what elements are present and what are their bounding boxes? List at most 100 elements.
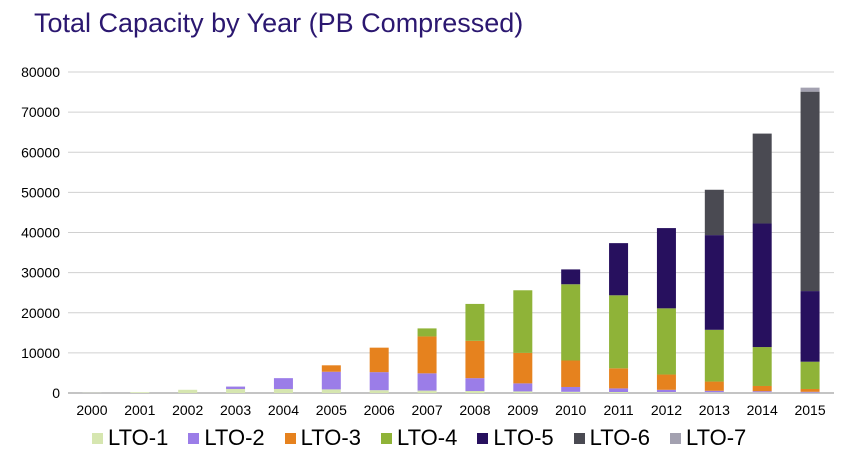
bar-segment xyxy=(369,372,389,391)
legend-label: LTO-7 xyxy=(685,425,747,450)
bar-segment xyxy=(417,390,437,393)
legend-swatch xyxy=(573,432,585,444)
bar-segment xyxy=(369,390,389,393)
bar-segment xyxy=(609,388,629,392)
x-tick-label: 2005 xyxy=(316,402,347,418)
bar-segment xyxy=(704,392,724,393)
y-tick-label: 70000 xyxy=(21,104,60,120)
bar-segment xyxy=(800,388,820,392)
bar-segment xyxy=(465,390,485,393)
bar-segment xyxy=(369,347,389,373)
bar-segment xyxy=(321,389,341,393)
bar-segment xyxy=(417,336,437,374)
legend-swatch xyxy=(188,432,200,444)
bar-segment xyxy=(704,189,724,236)
legend-label: LTO-4 xyxy=(396,425,458,450)
y-tick-label: 10000 xyxy=(21,345,60,361)
bar-segment xyxy=(656,374,676,390)
bar-segment xyxy=(800,291,820,362)
x-tick-label: 2001 xyxy=(124,402,155,418)
bar-segment xyxy=(609,391,629,393)
legend-swatch xyxy=(92,432,103,444)
bar-segment xyxy=(656,308,676,375)
bar-segment xyxy=(178,389,198,393)
x-tick-label: 2004 xyxy=(268,402,299,418)
x-tick-label: 2011 xyxy=(604,402,634,418)
y-tick-label: 40000 xyxy=(21,225,60,241)
x-tick-label: 2003 xyxy=(220,402,251,418)
bar-segment xyxy=(513,290,533,353)
x-tick-label: 2002 xyxy=(172,402,203,418)
stacked-bar-chart: 0 10000 20000 30000 40000 50000 60000 70000 8000… xyxy=(21,64,834,418)
legend-item: LTO-5 xyxy=(477,425,554,451)
bar-segment xyxy=(752,392,772,393)
x-tick-label: 2006 xyxy=(364,402,395,418)
x-tick-label: 2009 xyxy=(507,402,538,418)
legend-label: LTO-6 xyxy=(589,425,650,450)
bar-segment xyxy=(656,389,676,393)
y-tick-label: 80000 xyxy=(21,64,60,80)
bar-segment xyxy=(273,388,293,393)
bar-segment xyxy=(752,347,772,386)
bar-segment xyxy=(609,295,629,369)
legend-swatch xyxy=(380,432,392,444)
bar-segment xyxy=(800,361,820,389)
x-tick-label: 2013 xyxy=(699,402,730,418)
legend-swatch xyxy=(284,432,296,444)
bar-segment xyxy=(561,391,581,393)
bar-segment xyxy=(800,91,820,292)
legend-swatch xyxy=(477,432,489,444)
bar-segment xyxy=(704,390,724,393)
y-tick-label: 50000 xyxy=(21,184,60,200)
legend-swatch xyxy=(669,432,681,444)
bar-segment xyxy=(800,391,820,393)
legend-item: LTO-7 xyxy=(669,425,747,451)
legend-label: LTO-5 xyxy=(493,425,554,450)
bar-segment xyxy=(752,391,772,393)
x-tick-label: 2012 xyxy=(651,402,682,418)
chart-legend: LTO-1 LTO-2 LTO-3 LTO-4 LTO-5 LTO-6 LTO-7 xyxy=(92,425,766,451)
bar-segment xyxy=(321,365,341,372)
bar-segment xyxy=(704,329,724,382)
bar-segment xyxy=(609,243,629,296)
bar-segment xyxy=(226,386,246,389)
legend-item: LTO-6 xyxy=(573,425,650,451)
bar-segment xyxy=(465,340,485,379)
legend-label: LTO-2 xyxy=(204,425,265,450)
bar-segment xyxy=(704,381,724,391)
bar-segment xyxy=(321,371,341,390)
bar-segment xyxy=(226,388,246,393)
bar-segment xyxy=(417,328,437,337)
bar-segment xyxy=(752,385,772,392)
bar-segment xyxy=(513,352,533,384)
bar-segment xyxy=(609,368,629,389)
y-tick-label: 60000 xyxy=(21,144,60,160)
bar-segment xyxy=(561,284,581,361)
x-tick-label: 2014 xyxy=(747,402,778,418)
x-tick-label: 2000 xyxy=(76,402,107,418)
x-tick-label: 2010 xyxy=(555,402,586,418)
bar-segment xyxy=(656,228,676,309)
bar-segment xyxy=(561,269,581,285)
bar-segment xyxy=(752,223,772,348)
bar-segment xyxy=(561,386,581,392)
x-tick-label: 2007 xyxy=(411,402,442,418)
legend-item: LTO-4 xyxy=(380,425,458,451)
legend-label: LTO-1 xyxy=(108,425,169,450)
y-tick-label: 20000 xyxy=(21,305,60,321)
legend-item: LTO-3 xyxy=(284,425,361,451)
legend-item: LTO-1 xyxy=(92,425,168,451)
bar-segment xyxy=(273,378,293,389)
bar-segment xyxy=(465,378,485,391)
bar-segment xyxy=(417,373,437,391)
bar-segment xyxy=(513,383,533,392)
bar-segment xyxy=(513,391,533,393)
chart-title: Total Capacity by Year (PB Compressed) xyxy=(34,8,524,38)
bar-segment xyxy=(561,360,581,387)
bar-segment xyxy=(800,87,820,92)
y-tick-label: 30000 xyxy=(21,265,60,281)
bar-segment xyxy=(656,392,676,393)
legend-label: LTO-3 xyxy=(300,425,361,450)
bar-segment xyxy=(704,235,724,330)
x-tick-label: 2008 xyxy=(459,402,490,418)
